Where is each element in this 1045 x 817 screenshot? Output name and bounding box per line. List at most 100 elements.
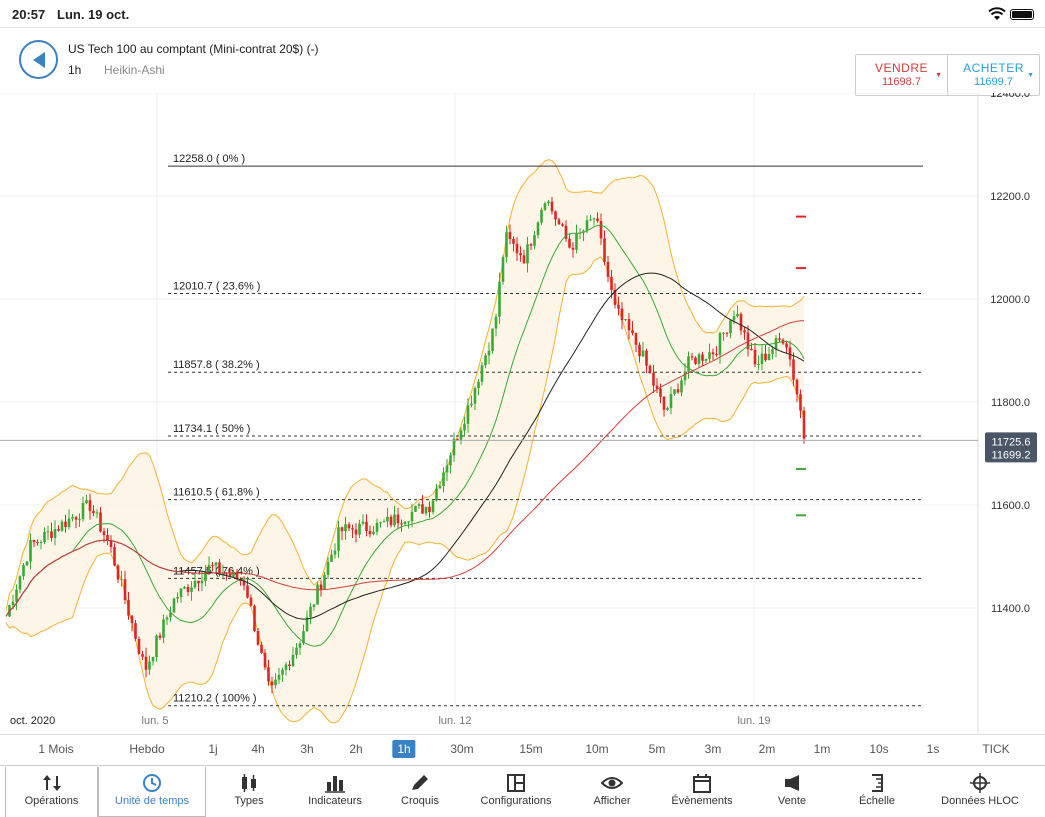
candle-body bbox=[659, 388, 662, 397]
time-tick-label: oct. 2020 bbox=[10, 715, 55, 727]
price-chart[interactable]: 12258.0 ( 0% ) 12010.7 ( 23.6% ) 11857.8 (… bbox=[0, 93, 1045, 733]
timeframe-option[interactable]: 3m bbox=[704, 742, 722, 756]
timeframe-option[interactable]: 1h bbox=[392, 740, 416, 758]
candle-body bbox=[589, 219, 592, 221]
fib-label: 11610.5 ( 61.8% ) bbox=[173, 487, 260, 499]
candles-icon bbox=[242, 774, 256, 792]
toolbar-candles-button[interactable]: Types bbox=[206, 767, 292, 817]
candle-body bbox=[382, 521, 386, 523]
candle-body bbox=[701, 354, 704, 361]
toolbar-scale-button[interactable]: Échelle bbox=[834, 767, 920, 817]
buy-button[interactable]: ACHETER 11699.7 ▼ bbox=[947, 55, 1039, 95]
candle-body bbox=[134, 623, 137, 639]
candle-body bbox=[568, 238, 571, 248]
candle-body bbox=[592, 218, 596, 220]
candle-body bbox=[729, 320, 732, 333]
candle-body bbox=[445, 465, 449, 473]
candle-body bbox=[501, 257, 505, 282]
candle-body bbox=[319, 584, 323, 590]
candle-body bbox=[351, 528, 354, 530]
candle-body bbox=[169, 612, 172, 618]
candle-body bbox=[645, 350, 648, 366]
toolbar-layout-button[interactable]: Configurations bbox=[462, 767, 570, 817]
candle-body bbox=[358, 523, 361, 535]
timeframe-option[interactable]: 3h bbox=[300, 742, 314, 756]
timeframe-option[interactable]: 4h bbox=[251, 742, 265, 756]
candle-body bbox=[218, 562, 221, 574]
candle-body bbox=[477, 381, 480, 389]
candle-body bbox=[11, 601, 15, 606]
toolbar-bar-chart-button[interactable]: Indicateurs bbox=[292, 767, 378, 817]
candle-body bbox=[575, 233, 578, 250]
layout-icon bbox=[507, 774, 525, 792]
timeframe-option[interactable]: 1j bbox=[208, 742, 218, 756]
back-button[interactable] bbox=[19, 40, 58, 79]
timeframe-option[interactable]: 2m bbox=[758, 742, 776, 756]
candle-body bbox=[697, 354, 701, 364]
toolbar-pencil-button[interactable]: Croquis bbox=[378, 767, 462, 817]
fib-label: 11857.8 ( 38.2% ) bbox=[173, 359, 260, 371]
status-date: Lun. 19 oct. bbox=[57, 7, 130, 22]
candle-body bbox=[375, 522, 379, 532]
candle-body bbox=[771, 349, 774, 354]
candle-body bbox=[526, 244, 529, 264]
toolbar-sort-arrows-button[interactable]: Opérations bbox=[5, 767, 98, 817]
candle-body bbox=[204, 572, 207, 581]
pencil-icon bbox=[412, 775, 428, 790]
candle-body bbox=[736, 313, 739, 317]
sell-button[interactable]: VENDRE 11698.7 ▼ bbox=[856, 55, 947, 95]
candle-body bbox=[680, 380, 683, 393]
toolbar-calendar-button[interactable]: Évènements bbox=[654, 767, 750, 817]
candle-body bbox=[708, 352, 711, 359]
price-tick-label: 12200.0 bbox=[990, 191, 1030, 203]
timeframe-option[interactable]: 1 Mois bbox=[38, 742, 74, 756]
candle-body bbox=[323, 574, 326, 590]
toolbar-eye-button[interactable]: Afficher bbox=[570, 767, 654, 817]
candle-body bbox=[141, 653, 144, 657]
candle-body bbox=[778, 338, 781, 340]
candle-body bbox=[148, 661, 151, 670]
candle-body bbox=[151, 657, 155, 662]
candle-body bbox=[158, 635, 162, 638]
candle-body bbox=[557, 219, 561, 225]
toolbar-clock-button[interactable]: Unité de temps bbox=[98, 767, 206, 817]
toolbar-label: Unité de temps bbox=[115, 795, 189, 807]
candle-body bbox=[550, 201, 554, 212]
candle-body bbox=[85, 500, 88, 504]
timeframe-option[interactable]: 15m bbox=[519, 742, 543, 756]
timeframe-option[interactable]: 30m bbox=[450, 742, 474, 756]
candle-body bbox=[459, 430, 463, 440]
candle-body bbox=[155, 635, 158, 658]
timeframe-option[interactable]: TICK bbox=[982, 742, 1010, 756]
candle-body bbox=[305, 617, 309, 632]
candle-body bbox=[176, 597, 179, 599]
candle-body bbox=[183, 586, 186, 589]
candle-body bbox=[480, 365, 484, 382]
price-tick-label: 12400.0 bbox=[990, 93, 1030, 100]
timeframe-option[interactable]: 10m bbox=[585, 742, 609, 756]
candle-body bbox=[554, 211, 557, 220]
candle-body bbox=[687, 356, 690, 372]
timeframe-option[interactable]: 2h bbox=[349, 742, 363, 756]
sell-label: VENDRE bbox=[874, 61, 928, 75]
timeframe-option[interactable]: 5m bbox=[648, 742, 666, 756]
candle-body bbox=[414, 505, 417, 512]
buy-caret-icon: ▼ bbox=[1027, 72, 1034, 79]
candle-body bbox=[596, 218, 599, 221]
candle-body bbox=[540, 209, 543, 223]
toolbar-crosshair-button[interactable]: Données HLOC bbox=[920, 767, 1040, 817]
candle-body bbox=[449, 455, 452, 466]
timeframe-option[interactable]: 1s bbox=[926, 742, 940, 756]
toolbar-megaphone-button[interactable]: Vente bbox=[750, 767, 834, 817]
candle-body bbox=[288, 664, 291, 667]
candle-body bbox=[200, 580, 204, 584]
timeframe-option[interactable]: 10s bbox=[869, 742, 889, 756]
battery-icon bbox=[1010, 9, 1034, 20]
price-tick-label: 12000.0 bbox=[990, 294, 1030, 306]
timeframe-option[interactable]: 1m bbox=[813, 742, 831, 756]
candle-body bbox=[53, 529, 57, 538]
candle-body bbox=[109, 540, 113, 548]
candle-body bbox=[624, 319, 627, 321]
timeframe-option[interactable]: Hebdo bbox=[129, 742, 165, 756]
candle-body bbox=[627, 319, 631, 331]
